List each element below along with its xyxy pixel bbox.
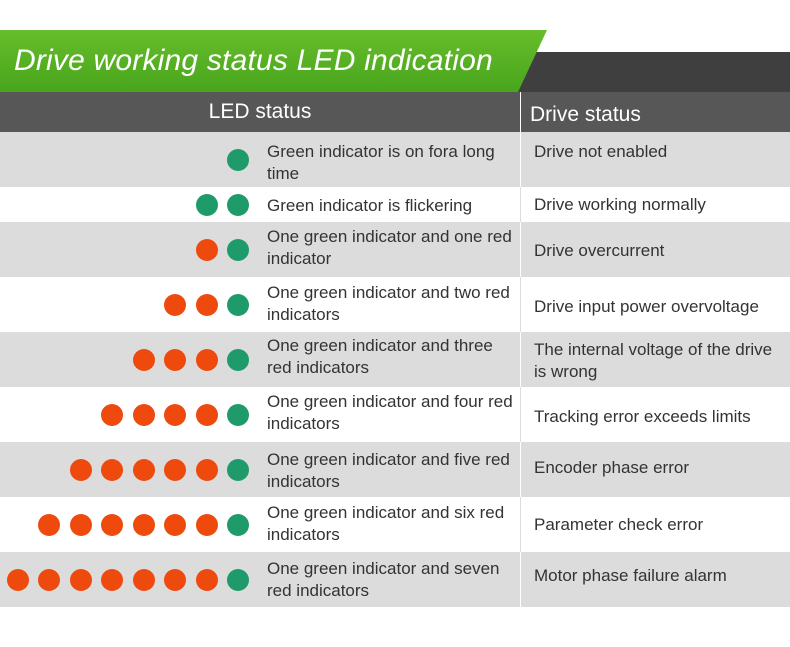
table-row: One green indicator and four red indicat… bbox=[0, 387, 790, 442]
column-divider bbox=[520, 387, 521, 442]
red-led-icon bbox=[101, 514, 123, 536]
led-description: Green indicator is on fora long time bbox=[267, 142, 495, 183]
led-description: One green indicator and three red indica… bbox=[267, 336, 493, 377]
led-description: One green indicator and one red indicato… bbox=[267, 227, 512, 268]
red-led-icon bbox=[133, 349, 155, 371]
red-led-icon bbox=[133, 404, 155, 426]
green-led-icon bbox=[227, 404, 249, 426]
green-led-icon bbox=[227, 349, 249, 371]
drive-status-text: Parameter check error bbox=[534, 515, 704, 534]
red-led-icon bbox=[164, 349, 186, 371]
red-led-icon bbox=[70, 514, 92, 536]
red-led-icon bbox=[70, 569, 92, 591]
drive-status-text: Drive overcurrent bbox=[534, 241, 665, 260]
red-led-icon bbox=[196, 239, 218, 261]
header-divider bbox=[520, 92, 521, 132]
red-led-icon bbox=[70, 459, 92, 481]
red-led-icon bbox=[101, 404, 123, 426]
green-led-icon bbox=[227, 514, 249, 536]
led-description: One green indicator and six red indicato… bbox=[267, 503, 505, 544]
column-divider bbox=[520, 332, 521, 387]
green-led-icon bbox=[227, 239, 249, 261]
red-led-icon bbox=[101, 569, 123, 591]
red-led-icon bbox=[38, 569, 60, 591]
page-title: Drive working status LED indication bbox=[14, 44, 493, 77]
red-led-icon bbox=[196, 294, 218, 316]
red-led-icon bbox=[7, 569, 29, 591]
red-led-icon bbox=[164, 569, 186, 591]
red-led-icon bbox=[164, 404, 186, 426]
column-divider bbox=[520, 222, 521, 277]
green-led-icon bbox=[227, 569, 249, 591]
red-led-icon bbox=[196, 349, 218, 371]
column-divider bbox=[520, 497, 521, 552]
table-header: LED status Drive status bbox=[0, 92, 790, 132]
column-divider bbox=[520, 132, 521, 187]
red-led-icon bbox=[196, 514, 218, 536]
drive-status-text: The internal voltage of the drive is wro… bbox=[534, 340, 773, 381]
red-led-icon bbox=[38, 514, 60, 536]
led-description: One green indicator and seven red indica… bbox=[267, 559, 500, 600]
drive-status-text: Drive input power overvoltage bbox=[534, 297, 759, 316]
red-led-icon bbox=[133, 514, 155, 536]
drive-status-text: Drive not enabled bbox=[534, 142, 668, 161]
green-led-icon bbox=[227, 459, 249, 481]
led-description: One green indicator and five red indicat… bbox=[267, 450, 510, 491]
red-led-icon bbox=[133, 569, 155, 591]
table-row: One green indicator and two red indicato… bbox=[0, 277, 790, 332]
table-row: One green indicator and five red indicat… bbox=[0, 442, 790, 497]
green-led-icon bbox=[227, 194, 249, 216]
led-description: One green indicator and two red indicato… bbox=[267, 283, 510, 324]
table-row: Green indicator is flickering Drive worki… bbox=[0, 187, 790, 222]
column-divider bbox=[520, 187, 521, 222]
table-row: Green indicator is on fora long time Driv… bbox=[0, 132, 790, 187]
table-row: One green indicator and six red indicato… bbox=[0, 497, 790, 552]
column-divider bbox=[520, 552, 521, 607]
table-row: One green indicator and three red indica… bbox=[0, 332, 790, 387]
title-banner: Drive working status LED indication bbox=[0, 30, 547, 92]
column-divider bbox=[520, 277, 521, 332]
led-description: Green indicator is flickering bbox=[267, 196, 473, 215]
red-led-icon bbox=[164, 459, 186, 481]
header-led-status: LED status bbox=[208, 100, 312, 123]
led-description: One green indicator and four red indicat… bbox=[267, 392, 513, 433]
table-row: One green indicator and one red indicato… bbox=[0, 222, 790, 277]
drive-status-text: Encoder phase error bbox=[534, 458, 689, 477]
red-led-icon bbox=[196, 404, 218, 426]
red-led-icon bbox=[196, 569, 218, 591]
drive-status-text: Drive working normally bbox=[534, 195, 706, 214]
red-led-icon bbox=[196, 459, 218, 481]
table-row: One green indicator and seven red indica… bbox=[0, 552, 790, 607]
red-led-icon bbox=[164, 514, 186, 536]
red-led-icon bbox=[101, 459, 123, 481]
drive-status-text: Tracking error exceeds limits bbox=[534, 407, 751, 426]
title-dark-band bbox=[490, 52, 790, 92]
red-led-icon bbox=[164, 294, 186, 316]
green-led-icon bbox=[227, 294, 249, 316]
green-led-icon bbox=[196, 194, 218, 216]
green-led-icon bbox=[227, 149, 249, 171]
red-led-icon bbox=[133, 459, 155, 481]
drive-status-text: Motor phase failure alarm bbox=[534, 566, 727, 585]
header-drive-status: Drive status bbox=[530, 103, 641, 126]
column-divider bbox=[520, 442, 521, 497]
